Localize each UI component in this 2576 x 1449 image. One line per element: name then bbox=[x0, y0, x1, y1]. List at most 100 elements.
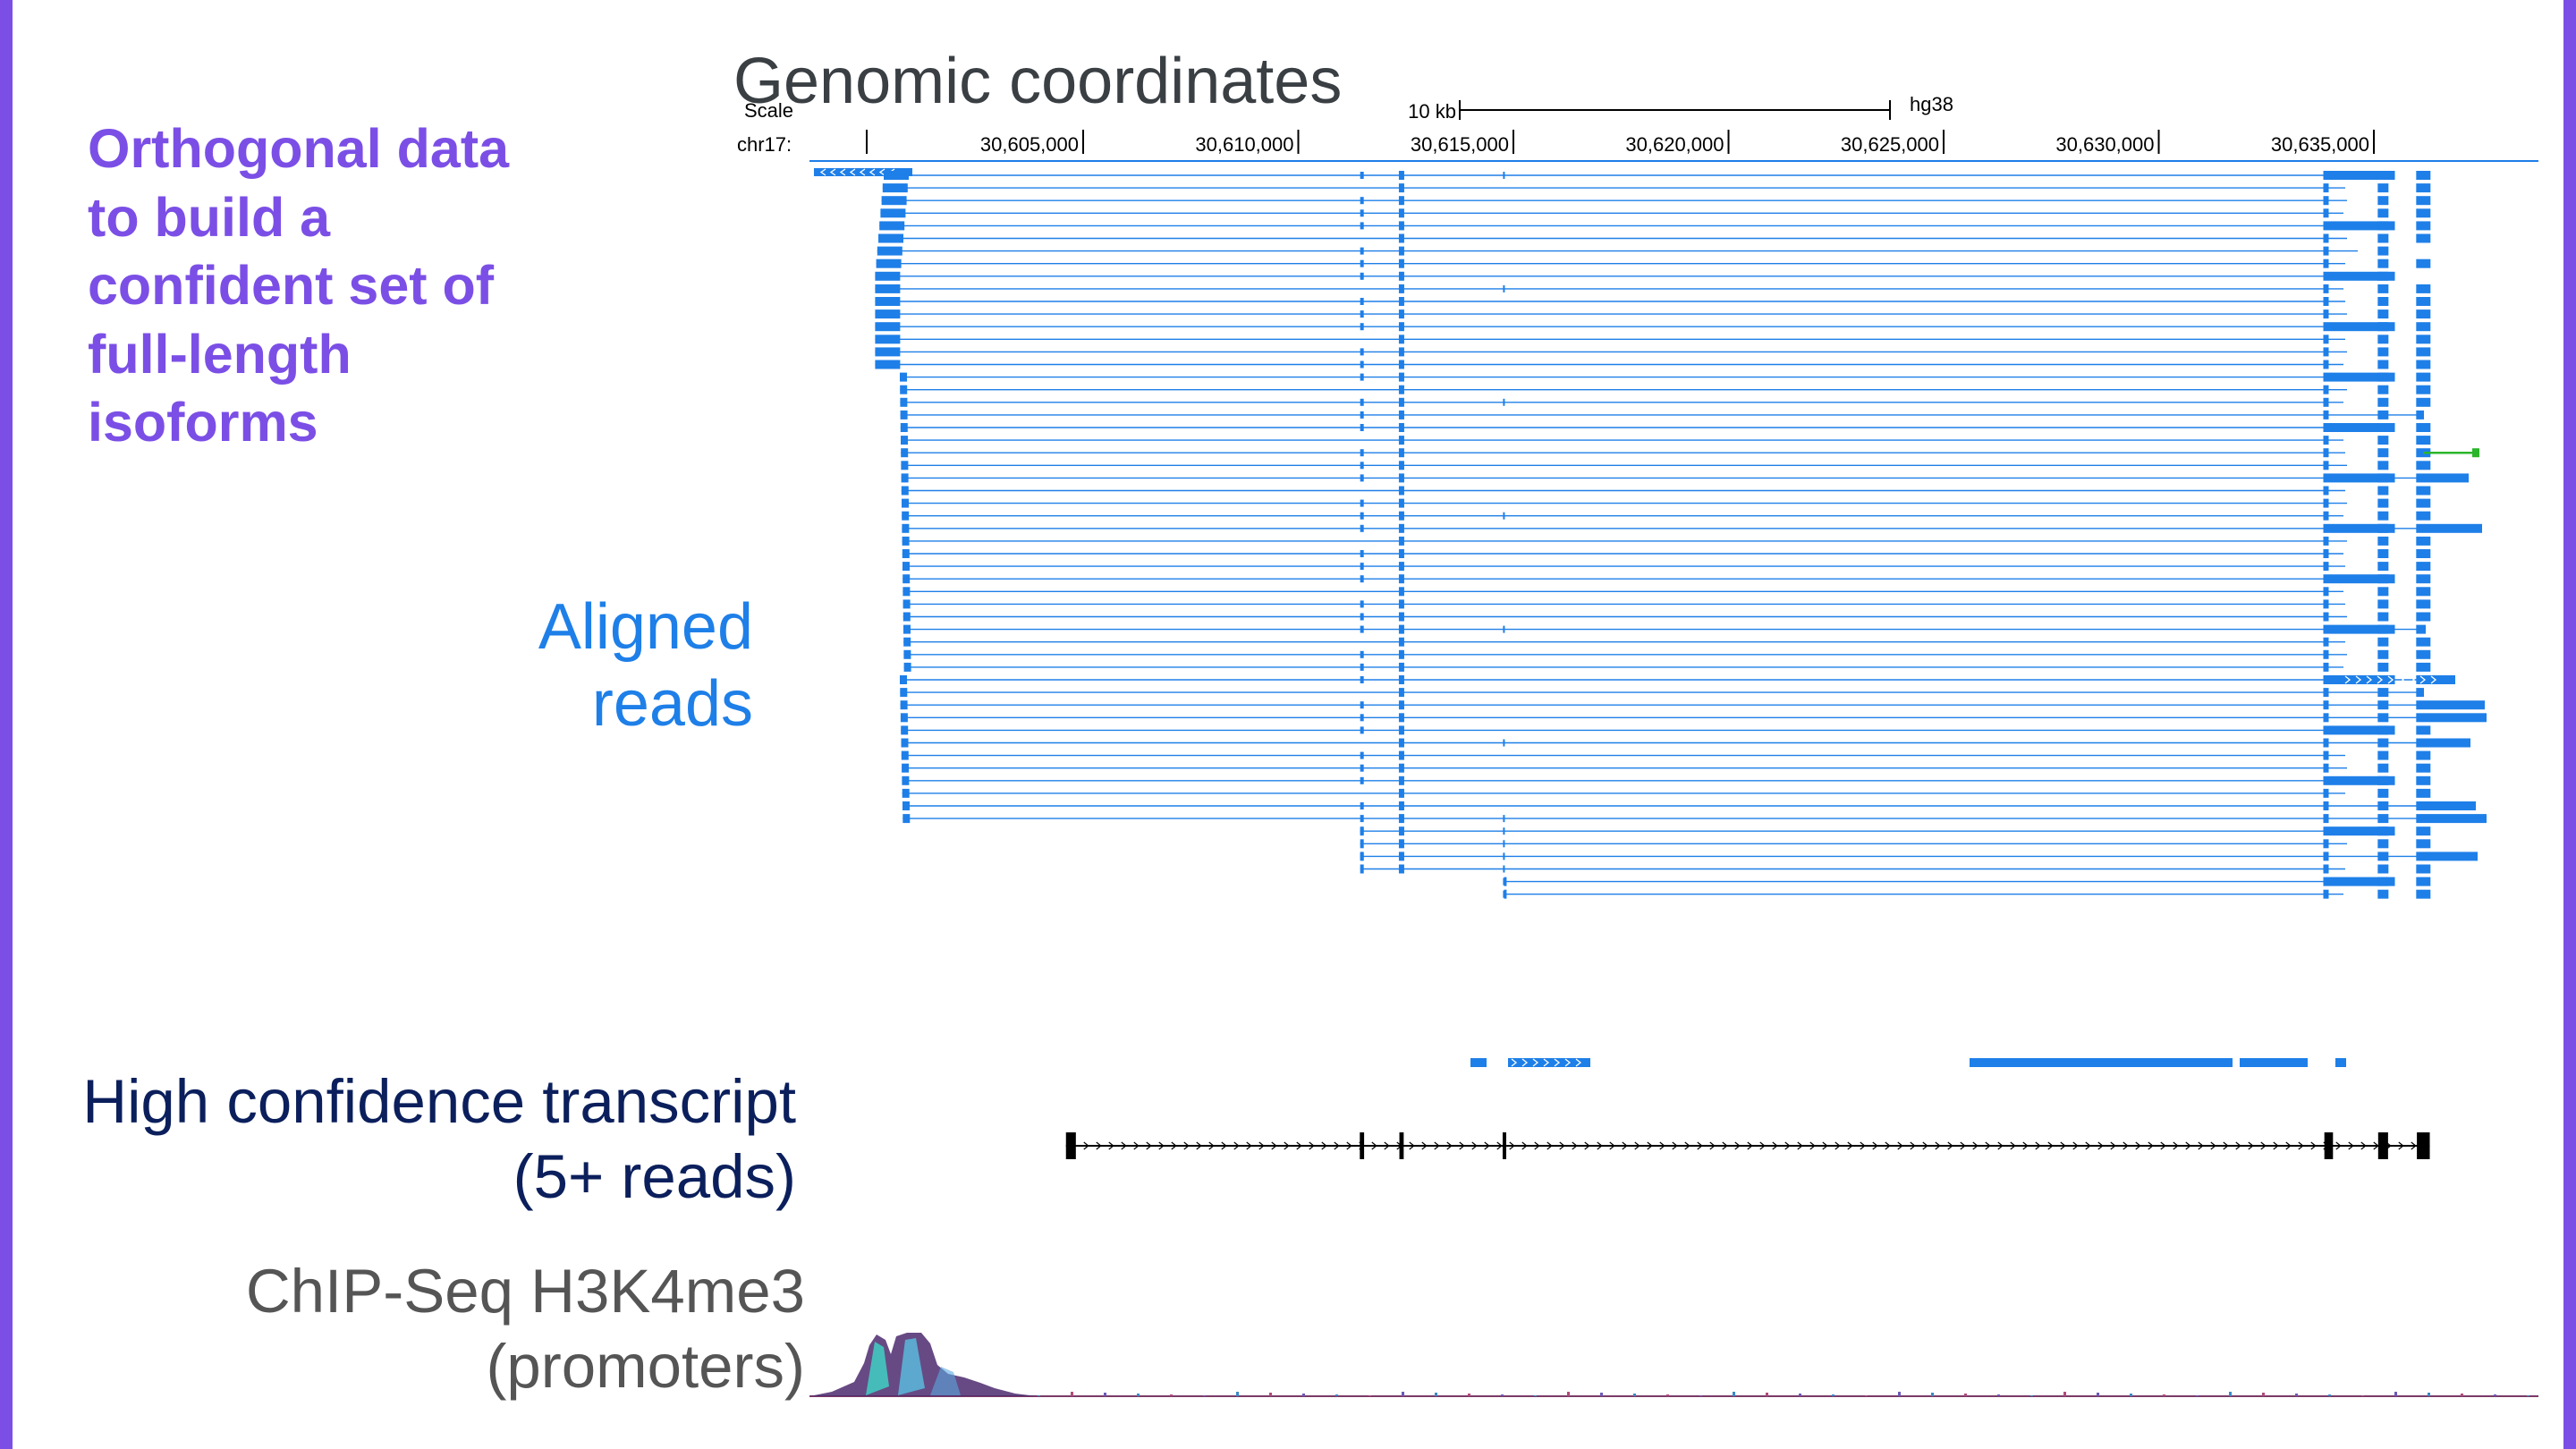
high-confidence-line: High confidence transcript bbox=[82, 1067, 796, 1136]
read-block bbox=[2323, 372, 2395, 382]
read-block bbox=[2377, 258, 2389, 268]
transcript-strand-arrow bbox=[2123, 1141, 2129, 1150]
read-block bbox=[1360, 512, 1364, 520]
read-block bbox=[2377, 410, 2389, 419]
read-block bbox=[2323, 196, 2329, 206]
read-block bbox=[2377, 826, 2389, 836]
strand-arrow bbox=[878, 168, 886, 176]
strand-arrow bbox=[859, 168, 866, 176]
read-block bbox=[902, 549, 910, 558]
chip-signal-tick bbox=[1832, 1394, 1835, 1396]
read-block bbox=[2377, 347, 2389, 357]
read-block bbox=[1398, 839, 1404, 849]
aligned-reads-line: Aligned bbox=[538, 591, 753, 663]
read-block bbox=[2377, 814, 2389, 824]
transcript-strand-arrow bbox=[1346, 1141, 1352, 1150]
read-block bbox=[2323, 852, 2329, 861]
read-block bbox=[2323, 335, 2329, 344]
read-block bbox=[900, 675, 907, 684]
read-block bbox=[2377, 233, 2389, 243]
chip-signal-tick bbox=[2494, 1394, 2496, 1396]
ruler-tick-label: 30,635,000 bbox=[2271, 133, 2369, 156]
transcript-strand-arrow bbox=[2310, 1141, 2317, 1150]
read-block bbox=[1360, 776, 1364, 784]
transcript-strand-arrow bbox=[1697, 1141, 1703, 1150]
chip-signal-tick bbox=[2527, 1395, 2529, 1396]
read-block bbox=[2377, 889, 2389, 899]
read-block bbox=[1398, 826, 1404, 836]
read-block bbox=[2323, 271, 2395, 281]
chip-signal-tick bbox=[2163, 1394, 2165, 1396]
read-block bbox=[1360, 714, 1364, 722]
read-block bbox=[2377, 788, 2389, 798]
read-block bbox=[900, 385, 908, 394]
chip-signal-tick bbox=[2295, 1394, 2298, 1396]
read-block bbox=[875, 347, 901, 357]
read-block bbox=[2416, 473, 2469, 483]
transcript-strand-arrow bbox=[1284, 1141, 1290, 1150]
read-block bbox=[1398, 196, 1404, 206]
read-block bbox=[2323, 700, 2329, 710]
read-block bbox=[1398, 423, 1404, 432]
read-block bbox=[2416, 562, 2431, 572]
read-block bbox=[1360, 272, 1364, 280]
read-block bbox=[2377, 839, 2389, 849]
read-block bbox=[2416, 486, 2431, 496]
chip-signal-tick bbox=[1302, 1394, 1305, 1396]
transcript-strand-arrow bbox=[1985, 1141, 1991, 1150]
transcript-strand-arrow bbox=[2148, 1141, 2154, 1150]
read-block bbox=[2323, 385, 2329, 394]
read-block bbox=[2323, 473, 2395, 483]
read-block bbox=[2416, 788, 2431, 798]
read-block bbox=[1470, 1058, 1487, 1067]
read-block bbox=[900, 713, 908, 723]
read-block bbox=[1360, 676, 1364, 683]
read-block bbox=[1398, 775, 1404, 785]
read-block bbox=[2416, 725, 2431, 735]
read-block bbox=[2323, 511, 2329, 521]
read-block bbox=[1398, 725, 1404, 735]
chip-signal-tick bbox=[2097, 1393, 2099, 1396]
transcript-strand-arrow bbox=[2360, 1141, 2367, 1150]
transcript-strand-arrow bbox=[1947, 1141, 1953, 1150]
read-block bbox=[1398, 599, 1404, 609]
chip-signal-tick bbox=[1633, 1394, 1636, 1396]
read-block bbox=[2377, 498, 2389, 508]
read-block bbox=[1503, 398, 1505, 406]
read-block bbox=[1360, 650, 1364, 658]
read-block bbox=[2416, 877, 2431, 886]
read-block bbox=[2416, 637, 2431, 647]
transcript-strand-arrow bbox=[1809, 1141, 1816, 1150]
chip-signal-tick bbox=[1534, 1395, 1537, 1396]
read-block bbox=[1398, 448, 1404, 458]
transcript-strand-arrow bbox=[2173, 1141, 2179, 1150]
read-block bbox=[2377, 196, 2389, 206]
transcript-strand-arrow bbox=[1734, 1141, 1741, 1150]
read-block bbox=[814, 168, 912, 176]
read-block bbox=[2323, 675, 2395, 684]
read-block bbox=[1398, 183, 1404, 193]
aligned-reads-line: reads bbox=[591, 668, 753, 740]
read-block bbox=[2377, 360, 2389, 369]
read-block bbox=[1398, 271, 1404, 281]
read-block bbox=[2323, 536, 2329, 546]
read-block bbox=[902, 801, 910, 810]
read-block bbox=[2416, 649, 2431, 659]
transcript-strand-arrow bbox=[1233, 1141, 1240, 1150]
chip-seq-track bbox=[809, 1333, 2538, 1397]
read-block bbox=[1360, 864, 1364, 874]
read-block bbox=[902, 498, 909, 508]
read-block bbox=[1360, 726, 1364, 734]
read-block bbox=[2323, 448, 2329, 458]
read-block bbox=[1398, 297, 1404, 306]
read-block bbox=[875, 309, 901, 319]
strand-arrow bbox=[2398, 675, 2405, 684]
read-block bbox=[2323, 183, 2329, 193]
read-block bbox=[1398, 700, 1404, 710]
read-block bbox=[877, 246, 902, 256]
read-block bbox=[2416, 322, 2431, 332]
strand-arrow bbox=[2355, 675, 2362, 684]
aligned-reads-label: Aligned reads bbox=[538, 589, 753, 742]
transcript-strand-arrow bbox=[1747, 1141, 1753, 1150]
